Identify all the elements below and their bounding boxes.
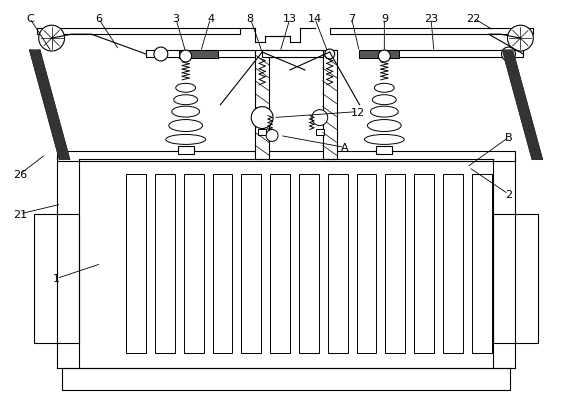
Text: C: C (26, 14, 34, 24)
Text: 13: 13 (283, 14, 297, 24)
Text: 6: 6 (95, 14, 102, 24)
Bar (262, 51, 337, 58)
Bar (241, 175, 261, 353)
Text: A: A (341, 143, 348, 153)
Bar (376, 147, 392, 155)
Text: 7: 7 (348, 14, 355, 24)
Ellipse shape (372, 96, 396, 105)
Bar (359, 51, 399, 59)
Text: 8: 8 (247, 14, 254, 24)
Ellipse shape (166, 135, 205, 145)
Text: 4: 4 (207, 14, 214, 24)
Circle shape (266, 130, 278, 142)
Circle shape (312, 111, 328, 126)
Bar (329, 29, 533, 35)
Ellipse shape (172, 107, 200, 118)
Bar (323, 51, 337, 160)
Bar (328, 175, 348, 353)
Ellipse shape (371, 107, 398, 118)
Ellipse shape (375, 84, 394, 93)
Text: 23: 23 (424, 14, 438, 24)
Bar (178, 147, 194, 155)
Bar (178, 51, 219, 59)
Bar (379, 51, 523, 58)
Bar (126, 175, 146, 353)
Text: 21: 21 (13, 209, 27, 220)
Bar (443, 175, 463, 353)
Bar (34, 214, 80, 343)
Text: 26: 26 (13, 170, 27, 180)
Polygon shape (30, 51, 69, 160)
Bar (213, 175, 232, 353)
Circle shape (325, 50, 335, 60)
Ellipse shape (367, 120, 401, 132)
Bar (414, 175, 434, 353)
Text: 12: 12 (351, 107, 364, 117)
Text: 9: 9 (381, 14, 388, 24)
Bar (316, 130, 324, 136)
Text: 14: 14 (308, 14, 322, 24)
Text: 1: 1 (53, 274, 60, 284)
Bar (146, 51, 290, 58)
Bar (155, 175, 175, 353)
Circle shape (378, 51, 390, 63)
Bar (255, 51, 269, 160)
Ellipse shape (174, 96, 197, 105)
Bar (37, 29, 240, 35)
Text: 3: 3 (172, 14, 179, 24)
Circle shape (180, 51, 192, 63)
Circle shape (507, 26, 533, 52)
Bar (472, 175, 491, 353)
Bar (57, 152, 515, 162)
Circle shape (154, 48, 168, 62)
Bar (299, 175, 319, 353)
Bar (62, 368, 510, 390)
Circle shape (39, 26, 65, 52)
Bar (386, 175, 405, 353)
Polygon shape (503, 51, 542, 160)
Circle shape (502, 48, 515, 62)
Text: B: B (505, 133, 513, 143)
Bar (184, 175, 204, 353)
Bar (492, 214, 538, 343)
Bar (270, 175, 290, 353)
Ellipse shape (169, 120, 202, 132)
Circle shape (251, 107, 273, 129)
Bar (258, 130, 266, 136)
Ellipse shape (364, 135, 404, 145)
Text: 22: 22 (467, 14, 481, 24)
Ellipse shape (176, 84, 196, 93)
Bar (356, 175, 376, 353)
Bar (359, 51, 399, 59)
Bar (178, 51, 219, 59)
Text: 2: 2 (505, 190, 512, 200)
